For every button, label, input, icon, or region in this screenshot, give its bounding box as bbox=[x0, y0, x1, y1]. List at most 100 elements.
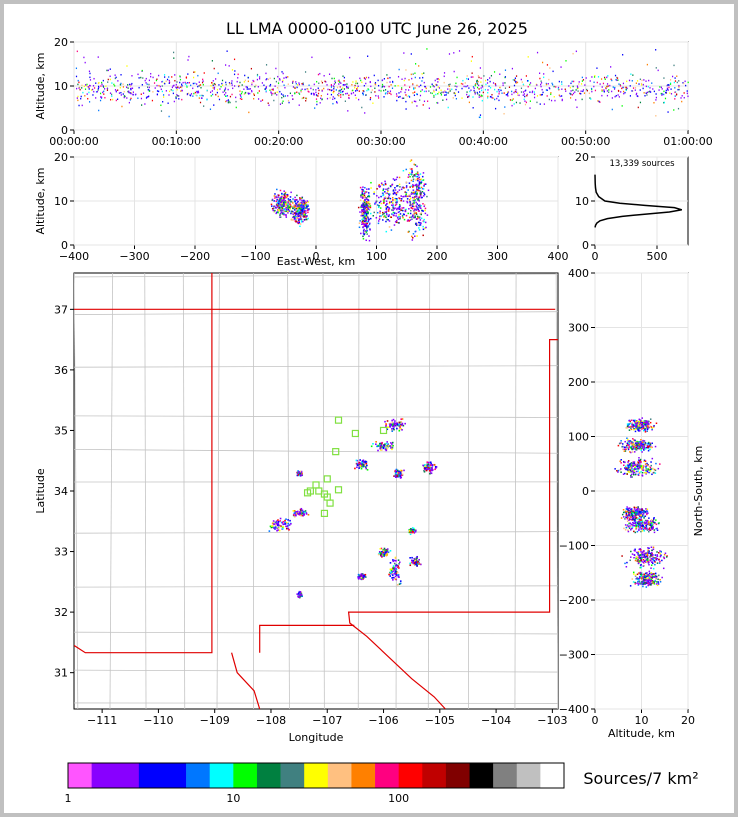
north-south-point bbox=[650, 519, 653, 521]
north-south-point bbox=[645, 552, 647, 554]
east-west-point bbox=[365, 197, 367, 199]
time-height-point bbox=[269, 85, 271, 87]
north-south-point bbox=[649, 470, 651, 472]
time-height-point bbox=[362, 92, 364, 95]
time-height-point bbox=[461, 87, 463, 90]
time-height-point bbox=[351, 89, 353, 92]
north-south-point bbox=[647, 446, 650, 448]
east-west-point bbox=[301, 207, 303, 209]
time-height-point bbox=[325, 81, 327, 83]
plan-view-map-x-tick-label: −108 bbox=[256, 714, 286, 727]
map-lightning-point bbox=[276, 522, 279, 525]
north-south-point bbox=[635, 515, 637, 517]
time-height-point bbox=[231, 69, 234, 71]
east-west-point bbox=[414, 193, 416, 195]
map-lightning-point bbox=[362, 576, 365, 579]
north-south-point bbox=[648, 465, 651, 468]
map-lightning-point bbox=[387, 444, 390, 447]
north-south-point bbox=[635, 527, 637, 529]
time-height-point bbox=[476, 79, 478, 82]
north-south-point bbox=[641, 441, 643, 443]
north-south-point bbox=[639, 511, 641, 514]
north-south-point bbox=[650, 527, 653, 529]
time-height-point bbox=[499, 73, 501, 76]
map-lightning-point bbox=[418, 561, 420, 564]
map-lightning-point bbox=[429, 472, 431, 475]
time-height-point bbox=[558, 80, 560, 83]
time-height-point bbox=[130, 91, 132, 94]
time-height-point bbox=[576, 85, 579, 87]
east-west-point bbox=[296, 207, 298, 210]
time-height-point bbox=[381, 85, 384, 88]
time-height-point bbox=[225, 92, 227, 94]
east-west-point bbox=[416, 171, 419, 173]
map-lightning-point bbox=[379, 444, 382, 447]
north-south-point bbox=[620, 471, 622, 473]
north-south-point bbox=[641, 417, 644, 419]
north-south-point bbox=[618, 442, 621, 445]
north-south-point bbox=[638, 464, 640, 467]
time-height-point bbox=[228, 82, 231, 84]
time-height-point bbox=[161, 81, 163, 83]
map-lightning-point bbox=[391, 577, 393, 579]
time-height-point bbox=[117, 98, 119, 101]
time-height-point bbox=[383, 78, 385, 80]
time-height-point bbox=[622, 53, 624, 56]
time-height-point bbox=[97, 87, 99, 90]
map-lightning-point bbox=[273, 526, 276, 529]
map-lightning-point bbox=[361, 465, 364, 467]
east-west-point bbox=[287, 207, 289, 209]
north-south-point bbox=[645, 522, 648, 524]
map-lightning-point bbox=[294, 512, 297, 515]
time-height-point bbox=[152, 76, 154, 79]
north-south-point bbox=[634, 517, 637, 520]
east-west-point bbox=[397, 211, 400, 214]
time-height-point bbox=[645, 92, 647, 94]
north-south-point bbox=[634, 430, 637, 433]
time-height-point bbox=[158, 84, 160, 87]
time-height-point bbox=[383, 85, 386, 88]
time-height-point bbox=[246, 86, 248, 89]
east-west-point bbox=[370, 187, 372, 189]
east-west-point bbox=[420, 213, 423, 216]
time-height-point bbox=[653, 90, 655, 93]
map-lightning-point bbox=[395, 472, 398, 475]
north-south-point bbox=[634, 473, 637, 476]
time-height-point bbox=[187, 73, 189, 75]
time-height-point bbox=[340, 94, 342, 96]
north-south-point bbox=[628, 446, 631, 448]
north-south-point bbox=[642, 422, 644, 424]
north-south-point bbox=[650, 426, 653, 428]
time-height-point bbox=[75, 75, 78, 78]
east-west-point bbox=[419, 222, 421, 224]
time-height-point bbox=[352, 89, 354, 92]
time-height-point bbox=[502, 82, 504, 84]
north-south-point bbox=[631, 448, 633, 450]
time-height-point bbox=[319, 72, 321, 75]
east-west-point bbox=[300, 197, 302, 200]
east-west-point bbox=[408, 195, 410, 197]
time-height-point bbox=[540, 83, 542, 86]
map-lightning-point bbox=[415, 561, 417, 564]
time-height-point bbox=[568, 85, 570, 87]
time-height-point bbox=[173, 84, 175, 87]
time-height-point bbox=[441, 91, 443, 94]
north-south-point bbox=[635, 510, 637, 513]
time-height-point bbox=[489, 77, 491, 79]
east-west-point bbox=[385, 207, 388, 209]
map-lightning-point bbox=[404, 422, 406, 425]
county-line bbox=[74, 585, 558, 588]
time-height-point bbox=[606, 94, 609, 97]
north-south-point bbox=[643, 511, 645, 513]
map-lightning-point bbox=[420, 563, 422, 566]
time-height-point bbox=[540, 94, 542, 96]
altitude-histogram-y-tick-label: 0 bbox=[582, 239, 589, 252]
north-south-point bbox=[642, 522, 644, 524]
north-south-point bbox=[624, 467, 626, 469]
time-height-point bbox=[145, 97, 148, 99]
north-south-point bbox=[632, 465, 634, 467]
time-height-point bbox=[594, 89, 597, 92]
time-height-point bbox=[577, 90, 579, 92]
time-height-point bbox=[156, 90, 159, 92]
time-height-point bbox=[575, 89, 577, 91]
